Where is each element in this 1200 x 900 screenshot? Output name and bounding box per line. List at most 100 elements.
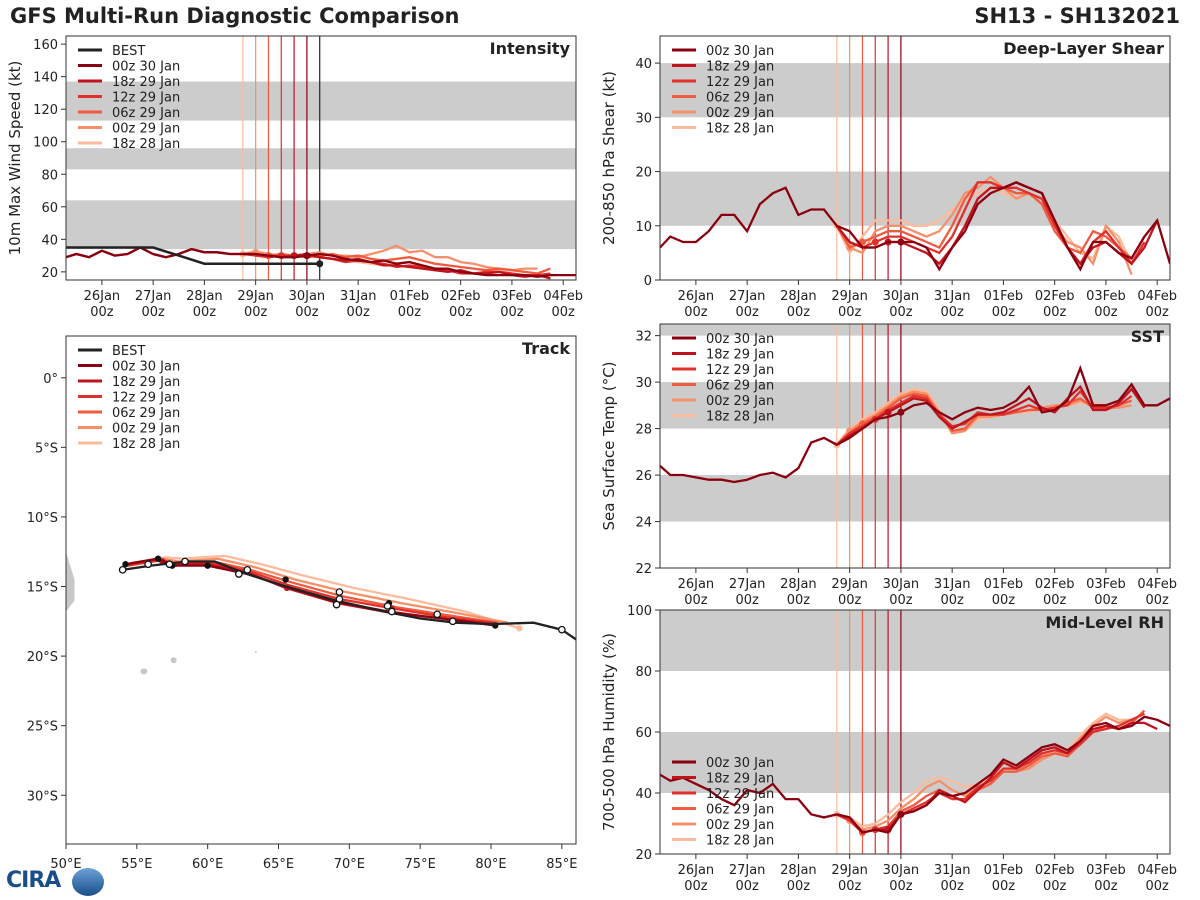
intensity-best-dot [316,260,324,268]
sst-legend-item: 18z 28 Jan [706,410,774,425]
rh-legend-item: 06z 29 Jan [706,803,774,818]
rh-xtick-hour-label: 00z [838,879,862,894]
cira-globe-icon [72,868,104,896]
shear-xtick-hour-label: 00z [889,305,913,320]
intensity-xtick-label: 03Feb [492,289,532,304]
sst-ytick-label: 32 [635,330,652,345]
sst-legend-item: 06z 29 Jan [706,379,774,394]
sst-ytick-label: 26 [635,469,652,484]
track-best-point [335,588,344,596]
shear-init-dot [897,238,905,246]
shear-xtick-label: 31Jan [934,289,971,304]
rh-title: Mid-Level RH [1045,613,1164,632]
rh-ytick-label: 60 [635,726,652,741]
shear-ytick-label: 20 [635,166,652,181]
track-best-point [387,607,396,616]
shear-series-line [835,186,1133,265]
rh-init-dot [897,810,905,818]
track-xtick-label: 55°E [121,857,152,872]
intensity-xtick-label: 29Jan [237,289,274,304]
sst-xtick-hour-label: 00z [940,593,964,608]
intensity-xtick-label: 27Jan [135,289,172,304]
rh-xtick-label: 31Jan [934,863,971,878]
rh-xtick-label: 03Feb [1086,863,1126,878]
track-xtick-label: 60°E [192,857,223,872]
rh-xtick-hour-label: 00z [940,879,964,894]
shear-xtick-hour-label: 00z [1094,305,1118,320]
track-ytick-label: 0° [43,372,58,387]
track-ytick-label: 25°S [27,720,58,735]
intensity-ytick-label: 100 [33,136,58,151]
track-legend-item: 00z 29 Jan [112,422,180,437]
shear-xtick-label: 02Feb [1035,289,1075,304]
intensity-legend-item: 18z 29 Jan [112,75,180,90]
intensity-xtick-hour-label: 00z [141,305,165,320]
rh-ylabel: 700-500 hPa Humidity (%) [600,633,618,831]
sst-xtick-label: 29Jan [831,577,868,592]
sst-legend-item: 00z 29 Jan [706,394,774,409]
intensity-frame [65,35,577,281]
rodrigues-island [254,650,257,653]
sst-series-line [660,364,1170,484]
shear-xtick-hour-label: 00z [940,305,964,320]
rh-xtick-hour-label: 00z [1145,879,1169,894]
madagascar-landmass [66,551,75,612]
rh-xtick-label: 30Jan [883,863,920,878]
sst-ylabel: Sea Surface Temp (°C) [600,361,618,530]
rh-xtick-hour-label: 00z [684,879,708,894]
intensity-ytick-label: 60 [41,201,58,216]
intensity-band [66,200,576,250]
shear-legend-item: 12z 29 Jan [706,75,774,90]
rh-legend-item: 00z 29 Jan [706,818,774,833]
track-best-point [144,560,153,569]
intensity-legend-item: 18z 28 Jan [112,137,180,152]
sst-ytick-label: 22 [635,562,652,577]
rh-legend-item: 18z 29 Jan [706,772,774,787]
shear-legend-item: 18z 28 Jan [706,122,774,137]
rh-ytick-label: 80 [635,665,652,680]
track-legend-item: 12z 29 Jan [112,391,180,406]
intensity-xtick-label: 31Jan [340,289,377,304]
sst-ytick-label: 28 [635,423,652,438]
track-title: Track [522,339,570,358]
cira-logo: CIRA [6,868,61,893]
track-legend-best: BEST [112,344,145,359]
shear-xtick-hour-label: 00z [787,305,811,320]
track-forecast-line [131,554,520,630]
intensity-xtick-hour-label: 00z [346,305,370,320]
track-best-point [181,557,189,566]
shear-ytick-label: 0 [644,274,652,289]
sst-xtick-hour-label: 00z [992,593,1016,608]
shear-xtick-label: 27Jan [729,289,766,304]
intensity-legend-item: 00z 30 Jan [112,60,180,75]
track-frame [65,335,577,845]
rh-xtick-label: 28Jan [780,863,817,878]
shear-init-dot [871,238,879,246]
intensity-legend-best: BEST [112,44,145,59]
page-title: GFS Multi-Run Diagnostic Comparison [10,4,460,28]
intensity-band [66,81,576,121]
shear-xtick-hour-label: 00z [1043,305,1067,320]
track-ytick-label: 20°S [27,650,58,665]
shear-xtick-label: 30Jan [883,289,920,304]
sst-xtick-label: 30Jan [883,577,920,592]
track-best-point [433,610,442,619]
rh-legend-item: 12z 29 Jan [706,787,774,802]
intensity-legend-item: 06z 29 Jan [112,106,180,121]
shear-title: Deep-Layer Shear [1003,39,1164,58]
intensity-xtick-hour-label: 00z [244,305,268,320]
sst-xtick-label: 28Jan [780,577,817,592]
sst-init-dot [897,408,905,416]
rh-band [660,610,1170,671]
shear-xtick-hour-label: 00z [992,305,1016,320]
shear-xtick-label: 26Jan [678,289,715,304]
track-best-point [448,617,457,626]
intensity-init-dot [303,252,311,260]
track-ytick-label: 5°S [35,441,58,456]
sst-xtick-hour-label: 00z [889,593,913,608]
intensity-ylabel: 10m Max Wind Speed (kt) [6,61,24,256]
intensity-xtick-label: 02Feb [441,289,481,304]
intensity-ytick-label: 160 [33,38,58,53]
track-best-point [243,565,252,574]
intensity-xtick-hour-label: 00z [500,305,524,320]
